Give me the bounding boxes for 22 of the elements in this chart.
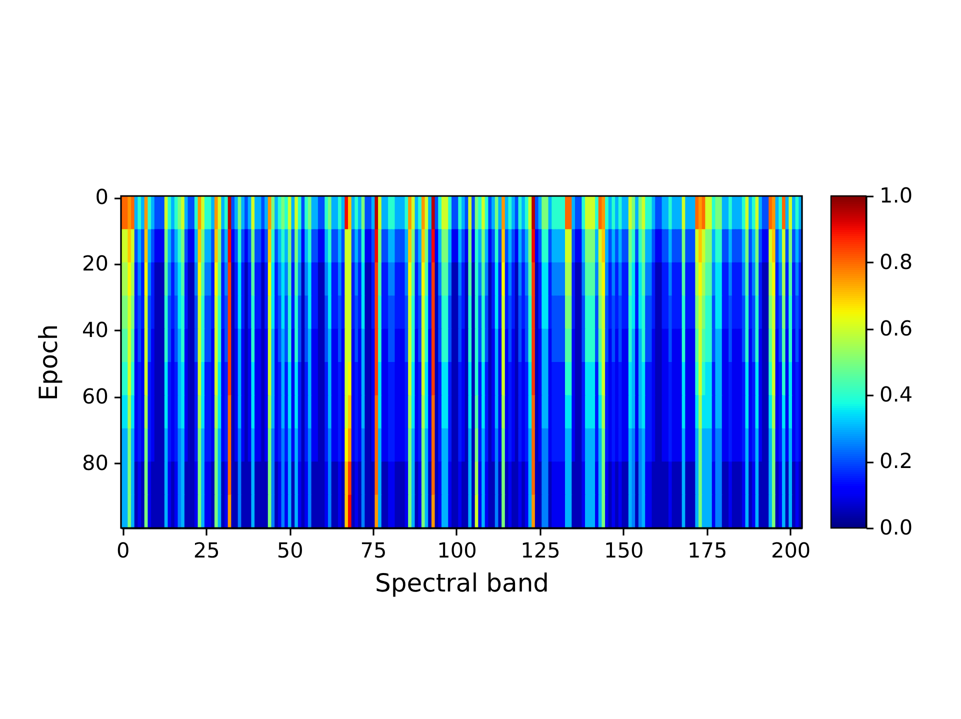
x-tick-label: 100 xyxy=(437,538,477,562)
y-tick-label: 40 xyxy=(82,318,108,342)
x-tick-label: 50 xyxy=(276,538,304,562)
x-tick-label: 200 xyxy=(770,538,811,562)
y-tick-label: 20 xyxy=(82,252,108,276)
y-tick-label: 80 xyxy=(82,450,108,475)
color-bar-label: 0.2 xyxy=(880,449,913,474)
y-tick-label: 0 xyxy=(95,185,108,210)
x-tick-label: 150 xyxy=(604,538,644,562)
x-axis-title: Spectral band xyxy=(374,568,550,598)
x-tick-label: 0 xyxy=(116,538,130,562)
x-tick-label: 125 xyxy=(520,538,560,562)
color-bar-label: 1.0 xyxy=(880,184,913,208)
y-tick-label: 60 xyxy=(82,384,108,408)
color-bar-label: 0.6 xyxy=(880,316,913,340)
color-bar-label: 0.8 xyxy=(880,250,913,274)
color-bar-label: 0.4 xyxy=(880,382,913,407)
x-tick-label: 75 xyxy=(360,538,387,562)
x-tick-label: 25 xyxy=(193,538,220,562)
x-tick-label: 175 xyxy=(688,538,728,562)
y-axis-title: Epoch xyxy=(34,324,64,401)
color-bar-label: 0.0 xyxy=(880,516,913,540)
